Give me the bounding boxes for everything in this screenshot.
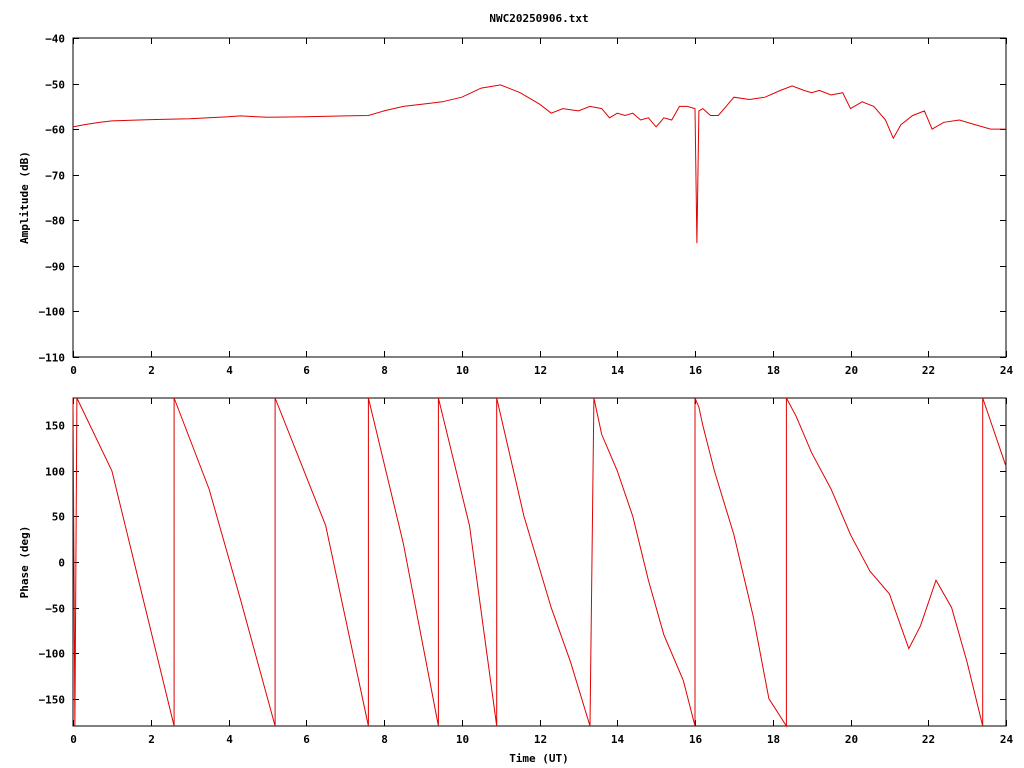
phase-x-tick-label: 24 <box>1000 733 1014 746</box>
phase-y-tick-label: −50 <box>45 603 65 616</box>
phase-series-line <box>72 397 1007 728</box>
phase-y-tick-label: 0 <box>58 557 65 570</box>
phase-x-tick-label: 16 <box>689 733 703 746</box>
amplitude-series-line <box>72 84 1006 244</box>
amplitude-y-tick-label: −70 <box>45 170 65 183</box>
phase-y-tick-label: 150 <box>45 420 65 433</box>
amplitude-y-tick-label: −110 <box>39 352 66 365</box>
amplitude-x-tick-label: 22 <box>922 364 935 377</box>
amplitude-x-tick-label: 14 <box>611 364 625 377</box>
phase-x-tick-label: 14 <box>611 733 625 746</box>
phase-x-tick-label: 8 <box>381 733 388 746</box>
amplitude-plot-frame <box>72 37 1007 358</box>
amplitude-x-tick-label: 8 <box>381 364 388 377</box>
plot-panels: 0 2 4 6 8 10 12 14 16 18 20 22 24−40−50−60−70−80−90−… <box>39 33 1014 747</box>
chart-title: NWC20250906.txt <box>489 12 588 25</box>
amplitude-y-axis-label: Amplitude (dB) <box>18 151 31 244</box>
amplitude-x-tick-label: 4 <box>226 364 233 377</box>
amplitude-x-tick-label: 18 <box>767 364 780 377</box>
phase-y-tick-label: −150 <box>39 694 66 707</box>
amplitude-x-tick-label: 16 <box>689 364 703 377</box>
amplitude-y-tick-label: −80 <box>45 215 65 228</box>
amplitude-y-tick-label: −100 <box>39 306 66 319</box>
phase-x-tick-label: 4 <box>226 733 233 746</box>
phase-x-tick-label: 12 <box>534 733 547 746</box>
phase-y-axis-label: Phase (deg) <box>18 526 31 599</box>
phase-plot-frame <box>72 397 1007 727</box>
phase-x-tick-label: 22 <box>922 733 935 746</box>
phase-x-tick-label: 2 <box>148 733 155 746</box>
phase-y-tick-label: −100 <box>39 648 66 661</box>
amplitude-x-tick-label: 12 <box>534 364 547 377</box>
amplitude-x-tick-label: 20 <box>845 364 858 377</box>
time-x-axis-label: Time (UT) <box>509 752 569 765</box>
phase-x-tick-label: 6 <box>303 733 310 746</box>
amplitude-y-tick-label: −60 <box>45 124 65 137</box>
amplitude-y-tick-label: −50 <box>45 79 65 92</box>
amplitude-x-tick-label: 2 <box>148 364 155 377</box>
amplitude-x-tick-label: 10 <box>456 364 469 377</box>
amplitude-x-tick-label: 0 <box>70 364 77 377</box>
phase-x-tick-label: 10 <box>456 733 469 746</box>
amplitude-y-tick-label: −40 <box>45 33 65 46</box>
amplitude-y-tick-label: −90 <box>45 261 65 274</box>
amplitude-x-tick-label: 24 <box>1000 364 1014 377</box>
phase-x-tick-label: 20 <box>845 733 858 746</box>
phase-y-tick-label: 100 <box>45 466 65 479</box>
amplitude-x-tick-label: 6 <box>303 364 310 377</box>
phase-x-tick-label: 18 <box>767 733 780 746</box>
phase-x-tick-label: 0 <box>70 733 77 746</box>
phase-y-tick-label: 50 <box>52 511 65 524</box>
